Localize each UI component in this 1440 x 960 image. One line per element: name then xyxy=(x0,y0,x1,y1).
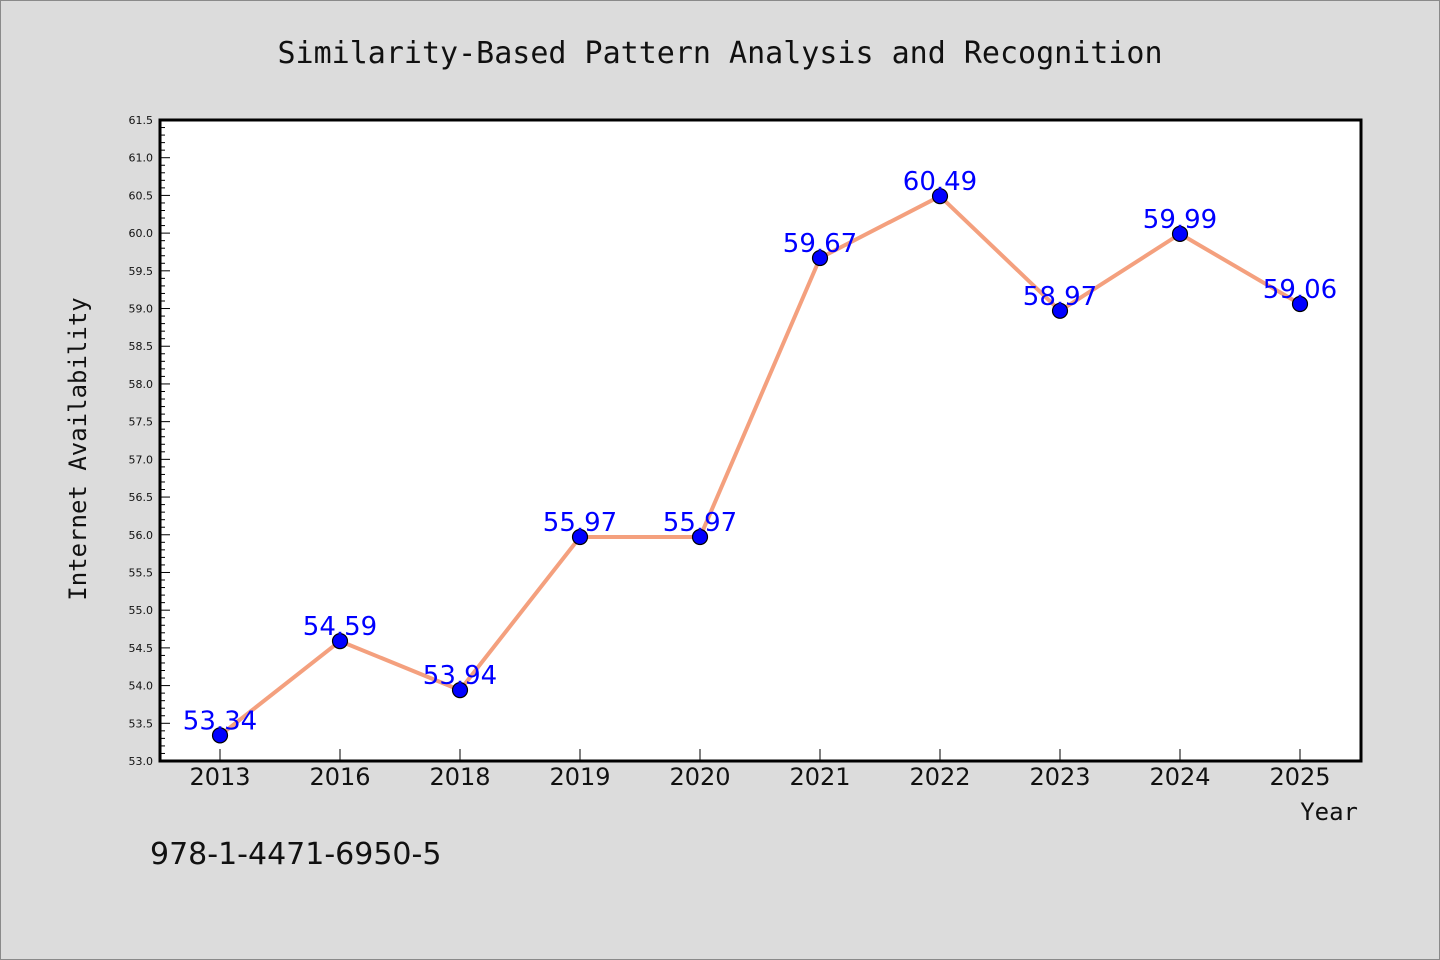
data-point xyxy=(811,249,829,267)
y-tick-label: 54.0 xyxy=(129,680,154,693)
y-tick-label: 58.0 xyxy=(129,378,154,391)
x-tick-label: 2021 xyxy=(789,763,850,791)
y-tick-label: 60.0 xyxy=(129,227,154,240)
y-tick-label: 56.5 xyxy=(129,491,154,504)
x-tick-label: 2018 xyxy=(429,763,490,791)
y-tick-label: 53.0 xyxy=(129,755,154,768)
data-label: 59.67 xyxy=(783,229,857,259)
y-tick-label: 55.5 xyxy=(129,566,154,579)
data-point xyxy=(571,528,589,546)
data-point xyxy=(931,188,949,205)
x-axis: 2013 2016 2018 2019 2020 2021 2022 2023 2024 2025 xyxy=(189,749,1331,791)
y-tick-label: 57.0 xyxy=(129,453,154,466)
data-label: 59.06 xyxy=(1263,275,1337,305)
y-tick-label: 55.0 xyxy=(129,604,154,617)
x-tick-label: 2020 xyxy=(669,763,730,791)
x-tick-label: 2013 xyxy=(189,763,250,791)
data-label: 60.49 xyxy=(903,167,977,197)
x-tick-label: 2019 xyxy=(549,763,610,791)
y-tick-label: 59.5 xyxy=(129,265,154,278)
data-labels: 53.34 54.59 53.94 55.97 55.97 59.67 60.49 58.97… xyxy=(183,167,1337,736)
data-label: 54.59 xyxy=(303,612,377,642)
data-label: 53.34 xyxy=(183,706,257,736)
y-tick-label: 61.0 xyxy=(129,152,154,165)
x-axis-label: Year xyxy=(1300,798,1358,826)
data-label: 59.99 xyxy=(1143,205,1217,235)
y-axis-label: Internet Availability xyxy=(64,297,92,600)
isbn-text: 978-1-4471-6950-5 xyxy=(150,837,441,872)
data-label: 55.97 xyxy=(663,508,737,538)
y-tick-label: 53.5 xyxy=(129,717,154,730)
x-tick-label: 2022 xyxy=(909,763,970,791)
y-tick-label: 56.0 xyxy=(129,529,154,542)
x-tick-label: 2024 xyxy=(1149,763,1210,791)
data-point xyxy=(691,528,709,546)
data-point xyxy=(211,727,229,744)
data-label: 55.97 xyxy=(543,508,617,538)
y-tick-label: 57.5 xyxy=(129,416,154,429)
data-point xyxy=(331,632,349,650)
x-tick-label: 2023 xyxy=(1029,763,1090,791)
series-line xyxy=(218,194,1302,737)
plot-area xyxy=(158,118,1363,763)
data-label: 58.97 xyxy=(1023,282,1097,312)
y-tick-label: 61.5 xyxy=(129,114,154,127)
y-tick-label: 60.5 xyxy=(129,189,154,202)
data-label: 53.94 xyxy=(423,661,497,691)
data-point xyxy=(1171,225,1189,242)
data-point xyxy=(1291,295,1309,313)
y-tick-label: 58.5 xyxy=(129,340,154,353)
y-axis: 53.0 53.5 54.0 54.5 55.0 55.5 56.0 56.5 57.0 57.5… xyxy=(129,114,170,768)
data-point xyxy=(1051,302,1069,319)
x-tick-label: 2016 xyxy=(309,763,370,791)
y-tick-label: 54.5 xyxy=(129,642,154,655)
data-point xyxy=(451,682,469,699)
chart-title: Similarity-Based Pattern Analysis and Re… xyxy=(277,36,1162,71)
y-tick-label: 59.0 xyxy=(129,303,154,316)
series-markers xyxy=(211,188,1309,744)
x-tick-label: 2025 xyxy=(1269,763,1330,791)
